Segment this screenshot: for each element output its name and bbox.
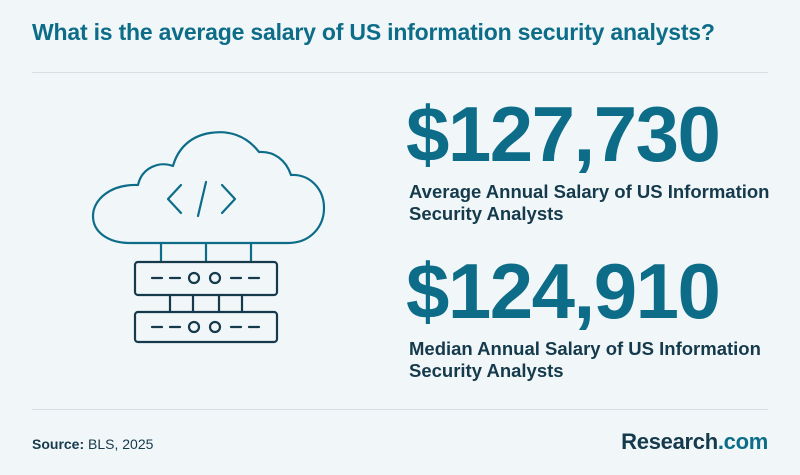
median-salary-stat: $124,910 Median Annual Salary of US Info… (406, 252, 779, 382)
median-salary-value: $124,910 (406, 247, 721, 335)
source-note: Source: BLS, 2025 (32, 436, 153, 452)
source-key: Source: (32, 436, 85, 452)
brand-logo: Research.com (621, 429, 768, 455)
cloud-code-icon (91, 131, 326, 245)
cloud-server-illustration (88, 130, 328, 345)
average-salary-label: Average Annual Salary of US Information … (409, 181, 770, 224)
average-salary-value: $127,730 (406, 90, 721, 178)
source-value: BLS, 2025 (84, 436, 154, 452)
brand-name: Research (621, 429, 718, 454)
median-salary-label: Median Annual Salary of US Information S… (409, 338, 761, 381)
page-title: What is the average salary of US informa… (32, 19, 715, 45)
brand-tld: .com (717, 429, 768, 454)
server-rack-icon (133, 241, 279, 344)
average-salary-stat: $127,730 Average Annual Salary of US Inf… (406, 95, 779, 225)
top-divider (32, 72, 768, 73)
bottom-divider (32, 409, 768, 410)
